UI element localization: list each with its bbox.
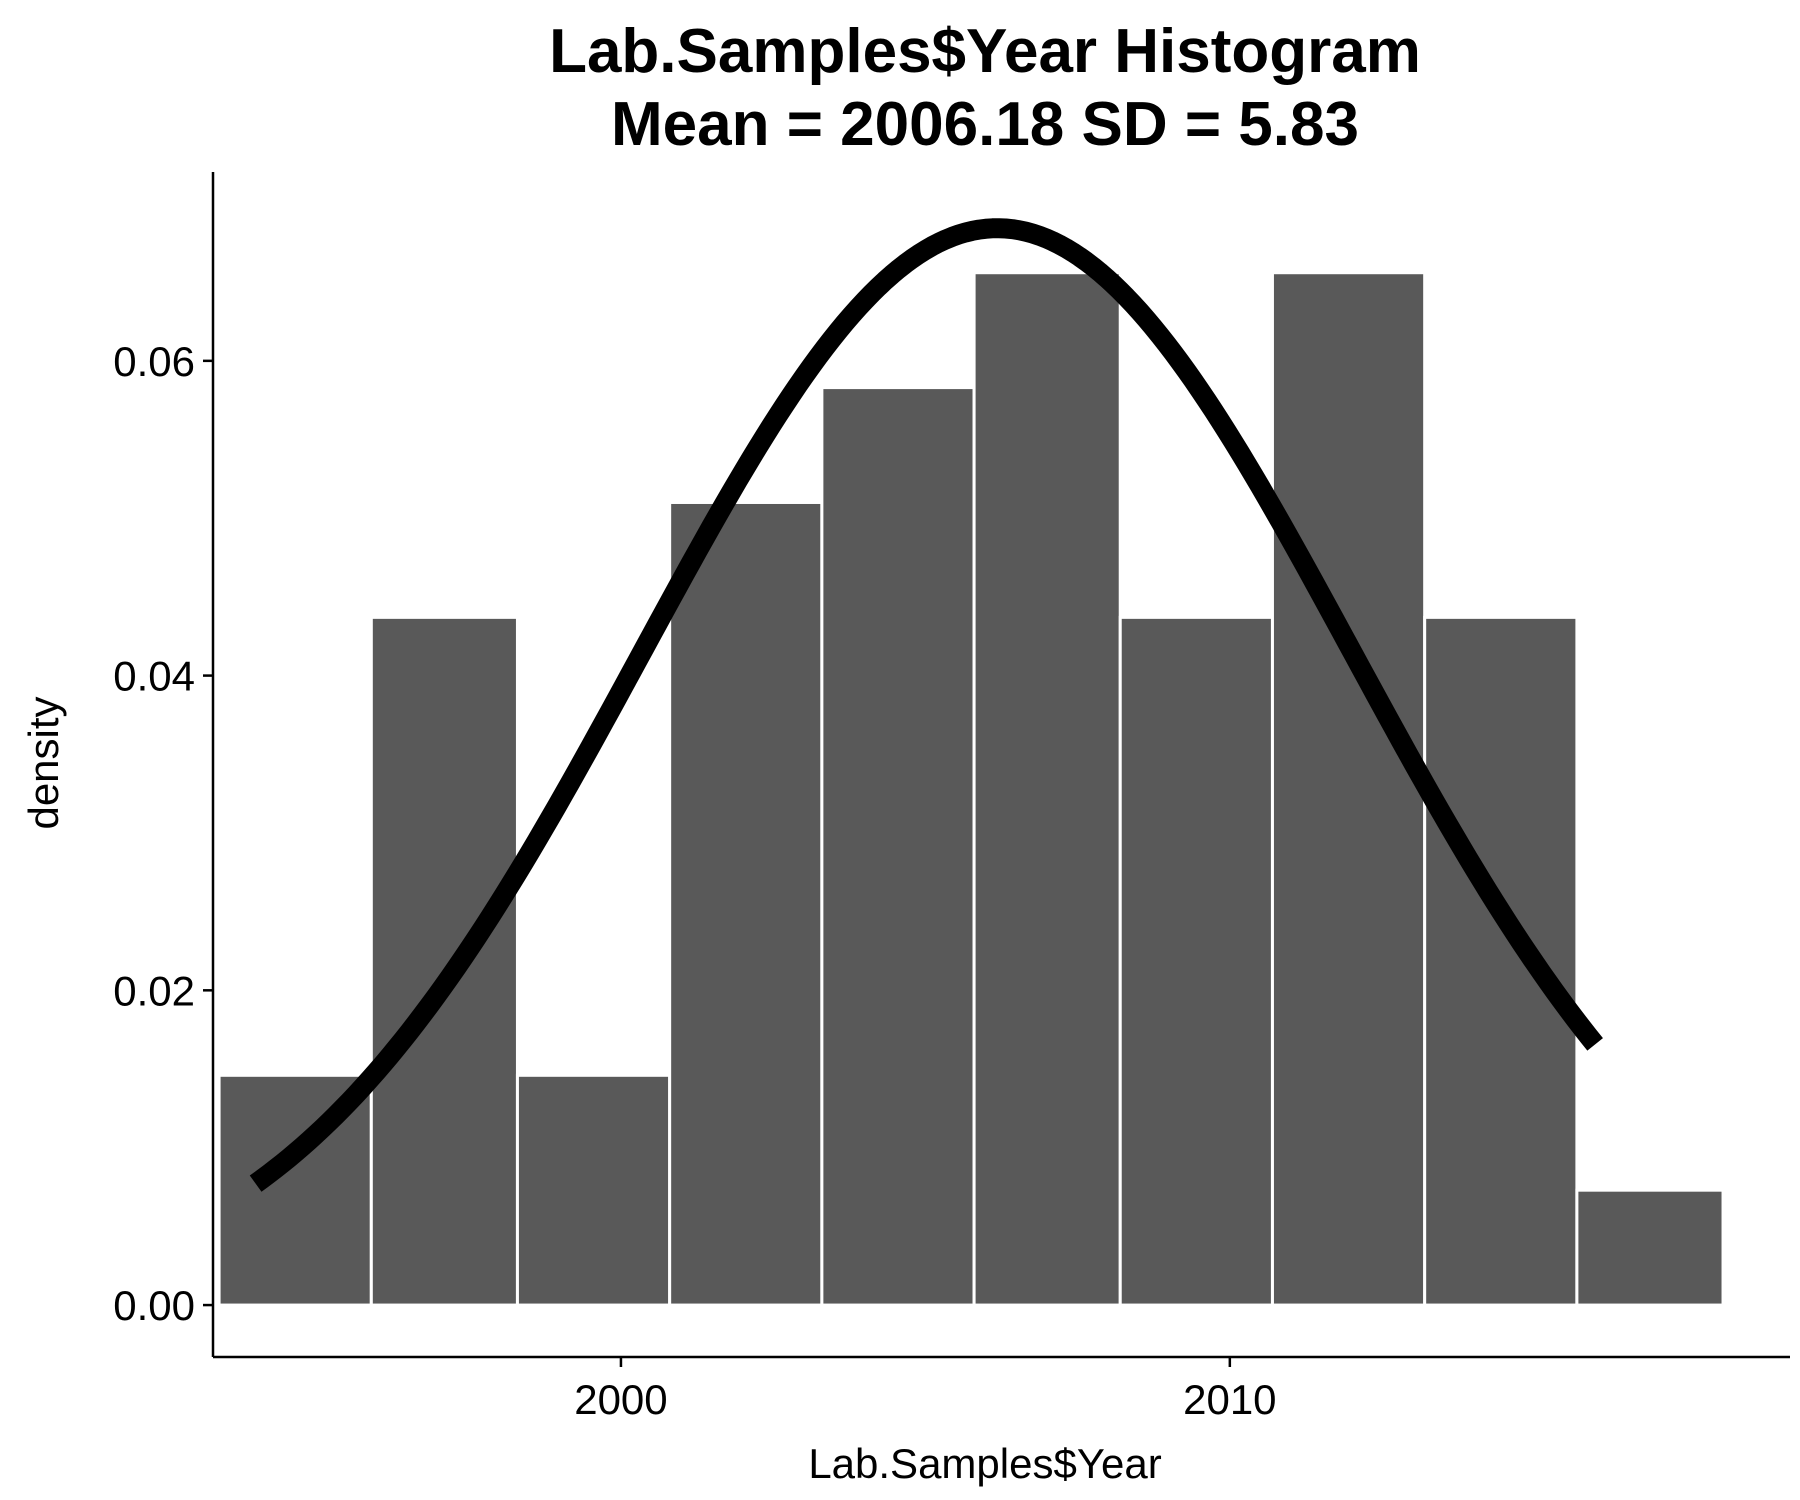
y-tick-label: 0.00 — [113, 1282, 195, 1329]
histogram-bar-10 — [1575, 1188, 1725, 1307]
chart-title: Lab.Samples$Year Histogram — [549, 17, 1421, 86]
histogram-bar-4 — [668, 500, 824, 1307]
chart-subtitle: Mean = 2006.18 SD = 5.83 — [611, 90, 1359, 159]
y-tick-label: 0.02 — [113, 967, 195, 1014]
histogram-bar-8 — [1270, 271, 1427, 1307]
histogram-bar-9 — [1423, 615, 1579, 1307]
histogram-bar-2 — [369, 615, 519, 1307]
histogram-bar-7 — [1118, 615, 1274, 1307]
histogram-bar-3 — [515, 1073, 672, 1307]
x-axis-ticks: 2000 2010 — [574, 1357, 1277, 1423]
histogram-bar-6 — [972, 271, 1122, 1307]
histogram-bar-5 — [820, 386, 976, 1307]
y-axis-title: density — [20, 696, 67, 829]
x-tick-label: 2000 — [574, 1376, 667, 1423]
axes — [211, 172, 1790, 1359]
y-axis-ticks: 0.00 0.02 0.04 0.06 — [113, 338, 213, 1329]
density-curve-layer — [249, 218, 1603, 1192]
x-tick-label: 2010 — [1183, 1376, 1276, 1423]
normal-density-curve — [249, 218, 1603, 1192]
y-tick-label: 0.04 — [113, 653, 195, 700]
x-axis-title: Lab.Samples$Year — [808, 1440, 1161, 1487]
histogram-bars — [217, 271, 1725, 1307]
y-tick-label: 0.06 — [113, 338, 195, 385]
